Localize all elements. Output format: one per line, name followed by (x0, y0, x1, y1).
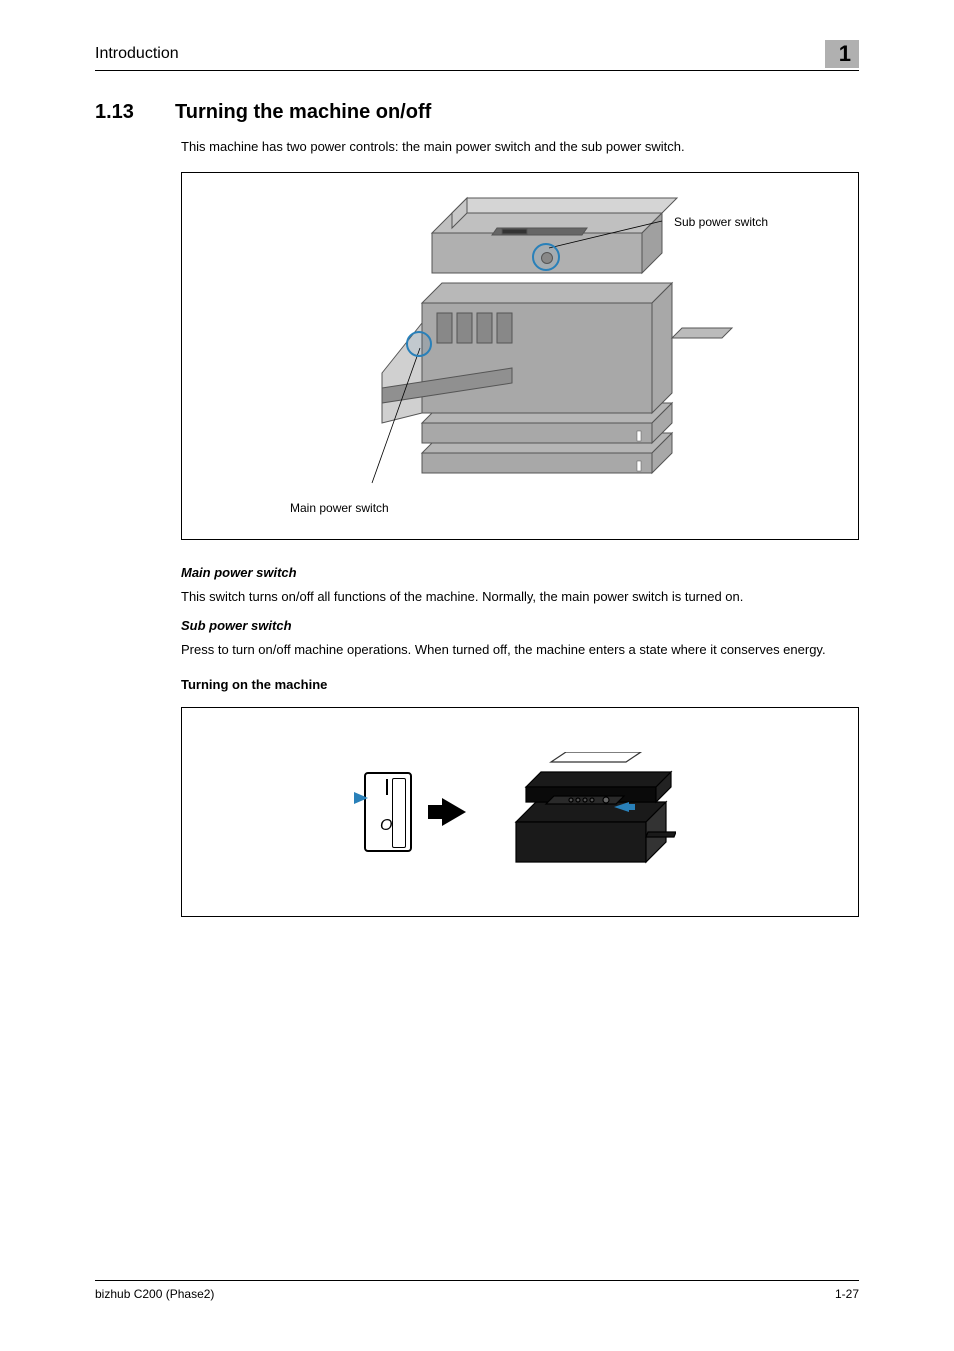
power-switch-icon: O (364, 772, 412, 852)
chapter-number-badge: 1 (825, 40, 859, 68)
turning-on-heading: Turning on the machine (181, 677, 859, 692)
footer-doc-name: bizhub C200 (Phase2) (95, 1287, 214, 1301)
sub-power-heading: Sub power switch (181, 618, 859, 633)
figure-1-container: Sub power switch Main power switch (181, 172, 859, 540)
printer-top-icon (496, 752, 676, 872)
sequence-arrow-icon (442, 798, 466, 826)
sub-power-callout-icon (532, 243, 560, 271)
header-section-name: Introduction (95, 45, 179, 63)
page-footer: bizhub C200 (Phase2) 1-27 (95, 1280, 859, 1301)
blue-arrow-icon (354, 792, 368, 804)
page-header: Introduction 1 (95, 40, 859, 71)
content-block: This machine has two power controls: the… (181, 139, 859, 917)
intro-paragraph: This machine has two power controls: the… (181, 139, 859, 154)
switch-o-label: O (380, 817, 392, 835)
section-title: Turning the machine on/off (175, 101, 431, 124)
sub-power-text: Press to turn on/off machine operations.… (181, 641, 859, 659)
switch-rocker-icon (392, 778, 406, 848)
section-number: 1.13 (95, 101, 145, 124)
main-power-callout-icon (406, 331, 432, 357)
sub-power-label: Sub power switch (674, 215, 768, 229)
main-power-text: This switch turns on/off all functions o… (181, 588, 859, 606)
section-heading: 1.13 Turning the machine on/off (95, 101, 859, 124)
figure-2-container: O (181, 707, 859, 917)
main-power-label: Main power switch (290, 501, 389, 515)
printer-top-illustration (496, 752, 676, 872)
footer-page-number: 1-27 (835, 1287, 859, 1301)
main-power-heading: Main power switch (181, 565, 859, 580)
